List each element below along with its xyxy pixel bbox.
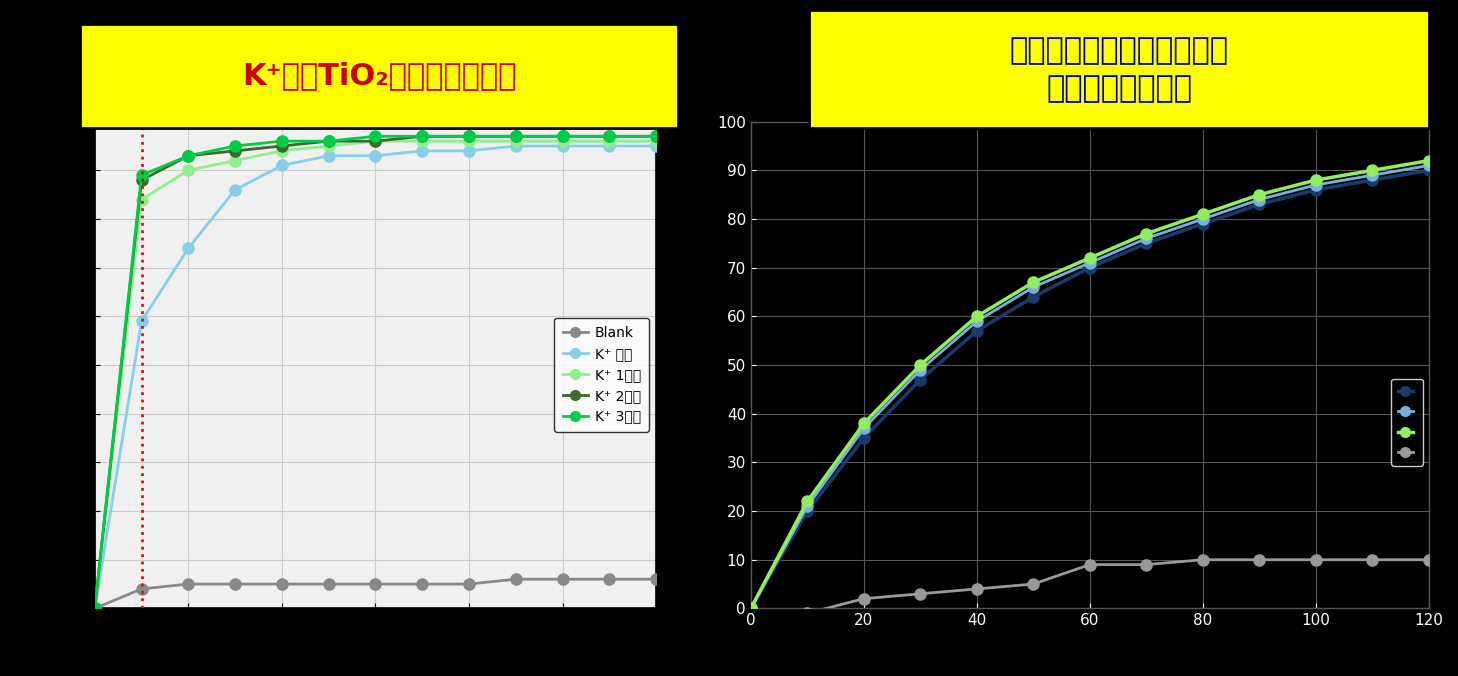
- Y-axis label: 脱色率[％]: 脱色率[％]: [39, 341, 54, 389]
- Text: K⁺添加TiO₂担持フィルター: K⁺添加TiO₂担持フィルター: [242, 62, 516, 91]
- Text: 日本ピラー工業株式会社製
光触媒フィルター: 日本ピラー工業株式会社製 光触媒フィルター: [1009, 36, 1229, 103]
- FancyBboxPatch shape: [80, 24, 678, 128]
- FancyBboxPatch shape: [809, 10, 1429, 128]
- Legend: Blank, K⁺ 暗所, K⁺ 1回目, K⁺ 2回目, K⁺ 3回目: Blank, K⁺ 暗所, K⁺ 1回目, K⁺ 2回目, K⁺ 3回目: [554, 318, 649, 432]
- Legend: , , , : , , ,: [1391, 379, 1423, 466]
